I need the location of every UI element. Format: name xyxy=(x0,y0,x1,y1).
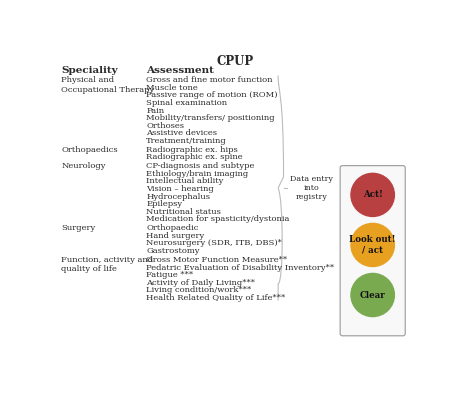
Text: Physical and
Occupational Therapy: Physical and Occupational Therapy xyxy=(61,76,154,94)
Text: Hand surgery: Hand surgery xyxy=(147,232,205,240)
Text: Function, activity and
quality of life: Function, activity and quality of life xyxy=(61,256,153,273)
Text: Radiographic ex. hips: Radiographic ex. hips xyxy=(147,146,238,154)
Text: Clear: Clear xyxy=(360,290,386,300)
Text: Vision – hearing: Vision – hearing xyxy=(147,185,214,193)
Text: Assistive devices: Assistive devices xyxy=(147,129,218,137)
Text: Spinal examination: Spinal examination xyxy=(147,99,228,107)
Text: CPUP: CPUP xyxy=(216,55,253,68)
Text: Fatigue ***: Fatigue *** xyxy=(147,271,193,279)
FancyBboxPatch shape xyxy=(340,166,405,336)
Text: Orthoses: Orthoses xyxy=(147,122,185,130)
Text: Health Related Quality of Life***: Health Related Quality of Life*** xyxy=(147,294,286,302)
Text: Hydrocephalus: Hydrocephalus xyxy=(147,193,210,200)
Text: Mobility/transfers/ positioning: Mobility/transfers/ positioning xyxy=(147,114,275,122)
Circle shape xyxy=(351,173,394,216)
Text: Epilepsy: Epilepsy xyxy=(147,200,182,208)
Text: Medication for spasticity/dystonia: Medication for spasticity/dystonia xyxy=(147,215,290,223)
Text: Look out!
/ act: Look out! / act xyxy=(349,235,396,255)
Text: Orthopaedic: Orthopaedic xyxy=(147,224,199,232)
Text: Activity of Daily Living***: Activity of Daily Living*** xyxy=(147,279,256,287)
Text: Neurosurgery (SDR, ITB, DBS)*: Neurosurgery (SDR, ITB, DBS)* xyxy=(147,239,282,247)
Text: Treatment/training: Treatment/training xyxy=(147,137,227,145)
Text: Passive range of motion (ROM): Passive range of motion (ROM) xyxy=(147,92,278,99)
Text: Intellectual ability: Intellectual ability xyxy=(147,177,224,185)
Text: Assessment: Assessment xyxy=(147,66,214,75)
Text: Orthopaedics: Orthopaedics xyxy=(61,146,118,154)
Text: Neurology: Neurology xyxy=(61,162,106,171)
Text: Nutritional status: Nutritional status xyxy=(147,208,221,216)
Text: Ethiology/brain imaging: Ethiology/brain imaging xyxy=(147,170,249,178)
Text: CP-diagnosis and subtype: CP-diagnosis and subtype xyxy=(147,162,255,171)
Text: Living condition/work***: Living condition/work*** xyxy=(147,286,251,294)
Text: Pedatric Evaluation of Disability Inventory**: Pedatric Evaluation of Disability Invent… xyxy=(147,264,334,272)
Circle shape xyxy=(351,224,394,266)
Text: Gastrostomy: Gastrostomy xyxy=(147,247,200,255)
Text: Gross and fine motor function: Gross and fine motor function xyxy=(147,76,273,84)
Text: Pain: Pain xyxy=(147,107,164,115)
Text: Gross Motor Function Measure**: Gross Motor Function Measure** xyxy=(147,256,288,264)
Circle shape xyxy=(351,273,394,317)
Text: Speciality: Speciality xyxy=(61,66,118,75)
Text: Radiographic ex. spine: Radiographic ex. spine xyxy=(147,153,243,161)
Text: Data entry
into
registry: Data entry into registry xyxy=(290,175,333,201)
Text: Surgery: Surgery xyxy=(61,224,95,232)
Text: Act!: Act! xyxy=(363,190,382,199)
Text: Muscle tone: Muscle tone xyxy=(147,84,198,92)
